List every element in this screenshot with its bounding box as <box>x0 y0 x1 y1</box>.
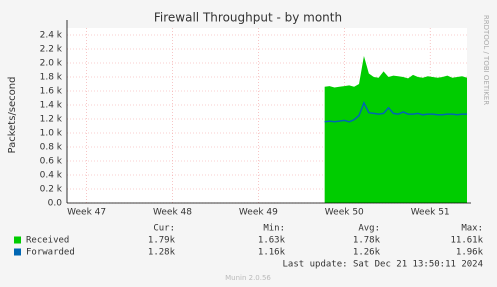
stats-header: Avg: <box>358 224 380 234</box>
stats-value: 1.63k <box>258 236 286 246</box>
x-tick-label: Week 49 <box>239 208 278 218</box>
chart-title: Firewall Throughput - by month <box>154 11 342 25</box>
y-tick-label: 0.0 <box>48 199 63 209</box>
stats-header: Min: <box>263 224 285 234</box>
y-tick-label: 2.2 k <box>40 45 63 55</box>
stats-value: 1.78k <box>353 236 381 246</box>
stats-value: 1.28k <box>148 248 176 258</box>
x-tick-label: Week 51 <box>411 208 450 218</box>
line <box>324 101 467 123</box>
stats-value: 11.61k <box>450 236 483 246</box>
y-tick-label: 2.4 k <box>40 31 63 41</box>
y-tick-label: 1.2 k <box>40 115 63 125</box>
y-tick-label: 0.2 k <box>40 185 63 195</box>
legend-swatch <box>14 236 21 244</box>
side-label: RRDTOOL / TOBI OETIKER <box>482 15 490 105</box>
y-axis-label: Packets/second <box>7 77 18 154</box>
stats-value: 1.96k <box>456 248 484 258</box>
legend-label: Forwarded <box>26 248 75 258</box>
x-tick-label: Week 47 <box>67 208 106 218</box>
last-update: Last update: Sat Dec 21 13:50:11 2024 <box>283 260 483 270</box>
stats-header: Max: <box>461 224 483 234</box>
y-tick-label: 1.0 k <box>40 129 63 139</box>
legend-label: Received <box>26 236 69 246</box>
stats-value: 1.79k <box>148 236 176 246</box>
y-tick-label: 0.4 k <box>40 171 63 181</box>
stats-header: Cur: <box>153 224 175 234</box>
stats-value: 1.26k <box>353 248 381 258</box>
legend-swatch <box>14 248 21 256</box>
y-tick-label: 1.6 k <box>40 87 63 97</box>
x-tick-label: Week 48 <box>153 208 192 218</box>
y-tick-label: 1.4 k <box>40 101 63 111</box>
y-tick-label: 2.0 k <box>40 59 63 69</box>
x-tick-label: Week 50 <box>325 208 364 218</box>
footer: Munin 2.0.56 <box>225 274 271 282</box>
stats-value: 1.16k <box>258 248 286 258</box>
y-tick-label: 1.8 k <box>40 73 63 83</box>
area <box>324 56 467 203</box>
y-tick-label: 0.8 k <box>40 143 63 153</box>
y-tick-label: 0.6 k <box>40 157 63 167</box>
